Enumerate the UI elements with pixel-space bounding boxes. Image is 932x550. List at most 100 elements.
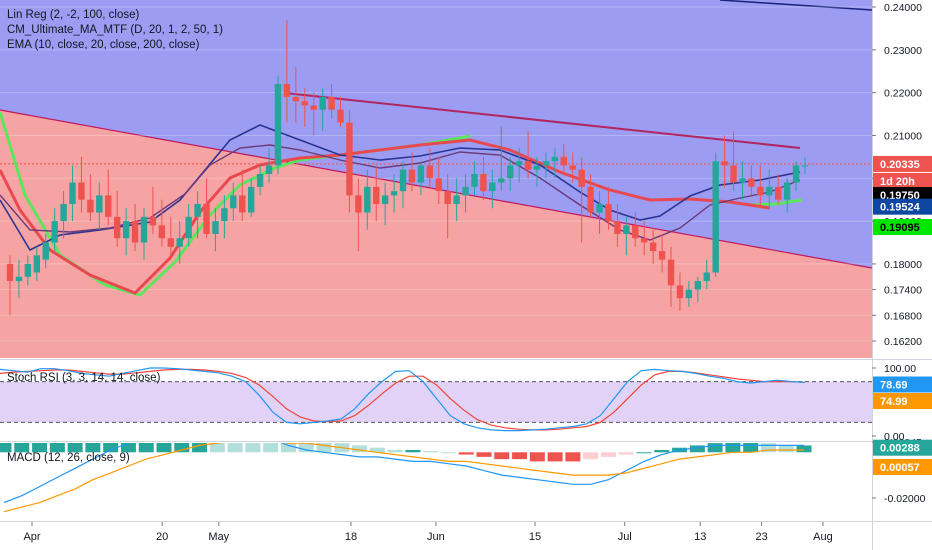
macd-histogram-bar: [547, 452, 563, 462]
candle-body: [158, 225, 166, 239]
price-label-ma2-text: 0.19524: [880, 202, 921, 214]
macd-line: [3, 443, 804, 504]
candle-body: [658, 251, 666, 260]
macd-histogram-bar: [476, 452, 492, 457]
candle-body: [113, 216, 121, 239]
candle-body: [632, 225, 639, 239]
time-tick-label: 23: [755, 531, 767, 543]
candle: [15, 259, 23, 299]
stoch-value-label-text: 78.69: [880, 379, 908, 391]
macd-histogram-bar: [654, 450, 670, 453]
stoch-rsi-label[interactable]: Stoch RSI (3, 3, 14, 14, close): [7, 372, 161, 384]
macd-histogram-bar: [423, 451, 439, 453]
macd-histogram-bar: [707, 443, 723, 453]
macd-histogram-bar: [174, 443, 190, 453]
candle-body: [471, 174, 478, 187]
candle: [721, 135, 728, 187]
price-label-ema-text: 0.19095: [880, 222, 920, 234]
candle: [33, 246, 40, 282]
macd-histogram-bar: [440, 452, 456, 454]
macd-histogram-bar: [103, 443, 119, 453]
candle: [239, 169, 246, 222]
candle: [685, 281, 693, 307]
candle: [283, 19, 291, 123]
macd-histogram-bar: [369, 447, 385, 453]
macd-histogram-bar: [0, 443, 12, 453]
macd-histogram-bar: [512, 452, 528, 460]
candle-body: [792, 165, 800, 183]
macd-histogram-bar: [14, 443, 30, 453]
macd-histogram-bar: [227, 443, 243, 453]
candle-body: [587, 186, 594, 213]
price-label-ma2-bg: [873, 198, 932, 215]
candle: [337, 96, 344, 127]
candle-body: [221, 208, 228, 222]
candle: [221, 195, 228, 239]
legend-ema[interactable]: EMA (10, close, 20, close, 200, close): [7, 39, 200, 51]
candle-body: [122, 221, 130, 239]
candle: [578, 156, 585, 243]
candle-body: [801, 165, 809, 167]
stoch-value-label: 78.69: [873, 376, 932, 393]
price-tick-label: 0.22000: [884, 88, 922, 100]
candle: [122, 208, 130, 256]
candle-body: [176, 238, 183, 247]
price-tick-label: 0.21000: [884, 130, 922, 142]
price-label-ema-bg: [873, 219, 932, 236]
macd-histogram-bar: [49, 443, 65, 453]
legend-cm-ma[interactable]: CM_Ultimate_MA_MTF (D, 20, 1, 2, 50, 1): [7, 24, 224, 36]
candle: [783, 178, 791, 213]
candle-body: [390, 191, 398, 196]
macd-histogram-bar: [138, 443, 154, 453]
macd-histogram-bar: [600, 452, 616, 457]
candle: [51, 208, 58, 252]
candle: [426, 148, 434, 187]
candle: [274, 75, 282, 174]
candle-body: [140, 216, 148, 243]
macd-tick-label: -0.02000: [884, 493, 926, 505]
candle-body: [739, 178, 746, 183]
candle-body: [507, 165, 514, 179]
regression-upper-line: [719, 0, 872, 11]
resistance-trendline: [284, 92, 801, 149]
candle-body: [203, 203, 210, 234]
candle-body: [381, 195, 389, 204]
candle: [292, 66, 300, 123]
price-label-countdown-text: 1d 20h: [880, 176, 915, 188]
candle: [355, 178, 362, 252]
candle-body: [480, 174, 487, 192]
candle-body: [283, 84, 291, 97]
macd-histogram-bar: [387, 450, 403, 453]
candle: [498, 126, 505, 192]
ema-200-line-recent: [749, 198, 803, 207]
candle: [203, 178, 210, 239]
candle: [319, 88, 326, 132]
candle-body: [685, 289, 693, 299]
price-label-ma2: 0.19524: [873, 198, 932, 215]
candle: [801, 156, 809, 174]
price-label-ema: 0.19095: [873, 219, 932, 236]
candle: [533, 156, 541, 187]
legend-linreg[interactable]: Lin Reg (2, -2, 100, close): [7, 9, 140, 21]
macd-histogram-bar: [245, 443, 261, 453]
macd-label[interactable]: MACD (12, 26, close, 9): [7, 452, 130, 464]
candle-body: [444, 191, 451, 204]
macd-histogram-bar: [689, 445, 705, 453]
candle-body: [694, 281, 702, 290]
candle: [444, 174, 451, 239]
macd-pane: [0, 443, 872, 520]
candle-body: [712, 161, 719, 273]
candle-body: [239, 195, 246, 213]
candle-body: [462, 186, 469, 196]
price-label-last-bg: [873, 155, 932, 172]
candle-body: [453, 195, 460, 204]
macd-histogram-bar: [565, 452, 581, 462]
macd-value-label: 0.00057: [873, 458, 932, 475]
candle: [69, 165, 76, 222]
price-label-last: 0.20335: [873, 155, 932, 172]
time-tick-label: Aug: [813, 531, 833, 543]
candle: [605, 186, 612, 230]
candle-body: [346, 122, 353, 196]
macd-histogram-bar: [725, 443, 741, 453]
